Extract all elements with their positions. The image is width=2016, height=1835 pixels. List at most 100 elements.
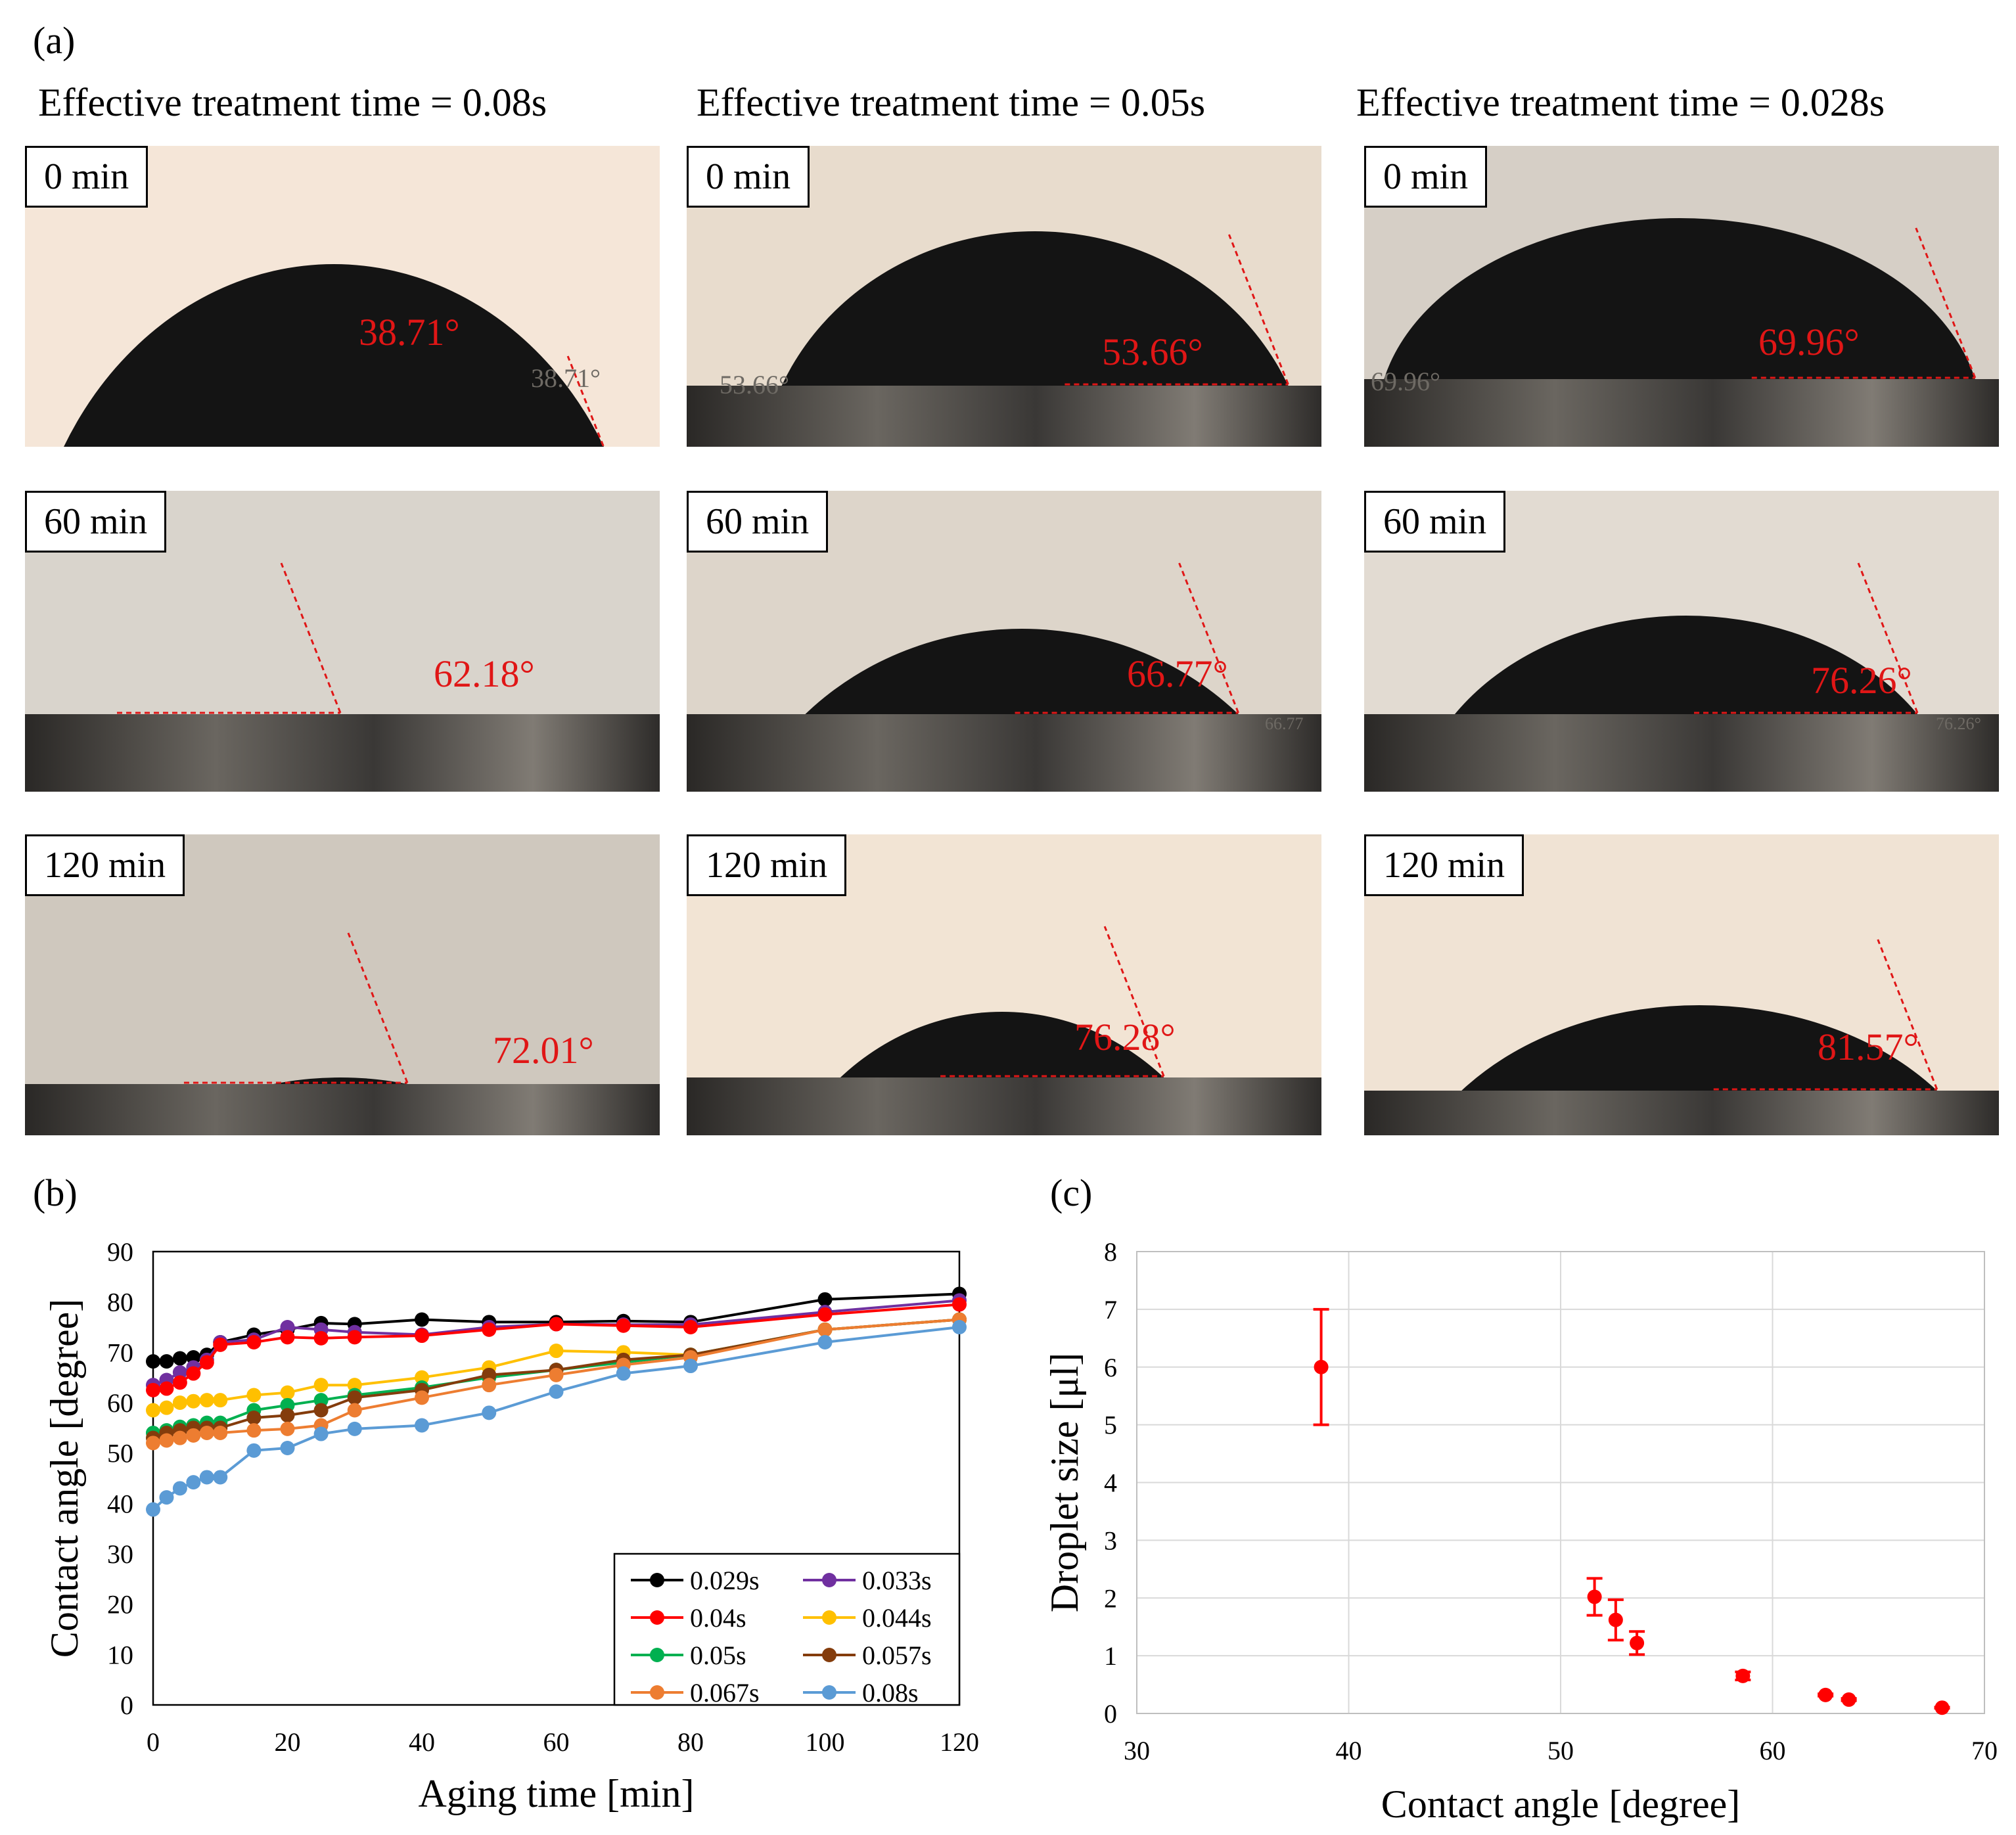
data-point xyxy=(146,1436,160,1451)
droplet-image xyxy=(1364,146,1999,447)
droplet-photo-c1-r1: 0 min 38.71° 38.71° xyxy=(25,146,660,447)
y-tick-label: 3 xyxy=(1104,1526,1117,1555)
legend-marker xyxy=(650,1685,664,1700)
droplet-photo-c2-r3: 120 min 76.28° xyxy=(687,834,1321,1135)
data-point xyxy=(246,1411,262,1425)
data-point xyxy=(159,1433,174,1448)
data-point xyxy=(172,1365,187,1380)
droplet-photo-c3-r3: 120 min 81.57° xyxy=(1364,834,1999,1135)
panel-a-label: (a) xyxy=(33,19,76,62)
data-point-group xyxy=(1313,1307,1329,1426)
contact-angle-value: 76.26° xyxy=(1811,659,1912,702)
data-point xyxy=(246,1335,262,1349)
data-point xyxy=(817,1322,833,1337)
y-tick-label: 2 xyxy=(1104,1583,1117,1613)
legend-item: 0.04s xyxy=(631,1603,746,1633)
legend-marker xyxy=(650,1610,664,1625)
legend-label: 0.05s xyxy=(690,1641,746,1670)
y-tick-label: 90 xyxy=(107,1237,133,1267)
data-point xyxy=(1735,1668,1751,1683)
data-point xyxy=(199,1355,214,1370)
x-tick-label: 50 xyxy=(1547,1736,1574,1765)
legend-item: 0.033s xyxy=(803,1566,932,1595)
data-point xyxy=(482,1378,497,1393)
data-point xyxy=(1841,1692,1856,1707)
data-point xyxy=(1608,1612,1623,1627)
data-point xyxy=(1935,1700,1950,1715)
legend-label: 0.044s xyxy=(862,1603,932,1633)
legend-label: 0.04s xyxy=(690,1603,746,1633)
data-point xyxy=(159,1400,174,1415)
droplet-photo-c3-r2: 60 min 76.26° 76.26° xyxy=(1364,491,1999,792)
plot-area-frame xyxy=(152,1250,961,1706)
data-point xyxy=(246,1388,262,1403)
data-point xyxy=(280,1330,295,1345)
aging-time-label: 120 min xyxy=(25,834,185,896)
measurement-overlay-value: 38.71° xyxy=(531,363,601,393)
data-point xyxy=(1818,1687,1833,1702)
aging-time-label: 120 min xyxy=(687,834,847,896)
data-point xyxy=(549,1384,564,1399)
legend-marker xyxy=(822,1610,836,1625)
column-title-2: Effective treatment time = 0.05s xyxy=(697,81,1206,124)
data-point-group xyxy=(1629,1630,1645,1656)
legend-label: 0.057s xyxy=(862,1641,932,1670)
contact-angle-value: 38.71° xyxy=(359,311,460,353)
measurement-overlay-value: 66.77 xyxy=(1265,714,1304,733)
data-point xyxy=(1314,1359,1329,1374)
data-point xyxy=(415,1328,429,1344)
droplet-image xyxy=(687,491,1321,792)
data-point xyxy=(313,1403,329,1418)
droplet-image xyxy=(25,834,660,1135)
x-tick-label: 80 xyxy=(677,1727,704,1757)
legend-item: 0.067s xyxy=(631,1678,760,1708)
data-point xyxy=(549,1367,564,1382)
droplet-photo-c2-r1: 0 min 53.66° 53.66° xyxy=(687,146,1321,447)
data-point xyxy=(347,1421,362,1436)
data-point xyxy=(347,1390,362,1405)
data-point xyxy=(146,1502,160,1517)
contact-angle-value: 81.57° xyxy=(1818,1026,1919,1068)
x-tick-label: 20 xyxy=(275,1727,301,1757)
y-axis-label: Droplet size [μl] xyxy=(1043,1353,1086,1612)
y-tick-label: 0 xyxy=(120,1690,133,1720)
aging-time-label: 120 min xyxy=(1364,834,1524,896)
data-point xyxy=(146,1382,160,1397)
data-point xyxy=(199,1393,214,1408)
data-point-group xyxy=(1841,1692,1857,1707)
droplet-photo-c2-r2: 60 min 66.77° 66.77 xyxy=(687,491,1321,792)
series-0.08s xyxy=(146,1320,967,1517)
contact-angle-value: 66.77° xyxy=(1127,652,1228,695)
data-point xyxy=(280,1397,295,1413)
x-axis-label: Contact angle [degree] xyxy=(1381,1782,1740,1826)
contact-angle-value: 72.01° xyxy=(493,1029,594,1072)
data-point xyxy=(952,1297,967,1312)
data-point xyxy=(313,1330,329,1346)
y-tick-label: 40 xyxy=(107,1489,133,1518)
data-point xyxy=(415,1312,429,1327)
data-point xyxy=(186,1393,201,1409)
droplet-photo-c3-r1: 0 min 69.96° 69.96° xyxy=(1364,146,1999,447)
x-tick-label: 60 xyxy=(543,1727,570,1757)
legend-item: 0.029s xyxy=(631,1566,760,1595)
aging-time-label: 0 min xyxy=(1364,146,1488,208)
series-0.04s xyxy=(146,1297,967,1397)
x-tick-label: 40 xyxy=(409,1727,435,1757)
x-tick-label: 120 xyxy=(940,1727,979,1757)
y-tick-label: 30 xyxy=(107,1539,133,1569)
plot-area-frame xyxy=(1136,1251,1985,1714)
contact-angle-value: 53.66° xyxy=(1102,330,1203,373)
data-point-group xyxy=(1934,1700,1950,1715)
droplet-size-scatter-chart: 0 1 2 3 4 5 6 7 8 30 40 50 60 70 Contact angle [degree… xyxy=(1043,1237,1998,1826)
data-point xyxy=(280,1421,295,1436)
y-tick-label: 70 xyxy=(107,1338,133,1367)
measurement-overlay-value: 53.66° xyxy=(720,370,789,399)
droplet-photo-c1-r2: 60 min 62.18° xyxy=(25,491,660,792)
measurement-overlay-value: 76.26° xyxy=(1936,714,1981,733)
x-tick-label: 70 xyxy=(1971,1736,1998,1765)
data-point xyxy=(146,1354,160,1369)
data-point xyxy=(159,1490,174,1505)
data-point xyxy=(213,1426,228,1440)
aging-time-label: 60 min xyxy=(1364,491,1506,553)
data-point xyxy=(213,1393,228,1408)
